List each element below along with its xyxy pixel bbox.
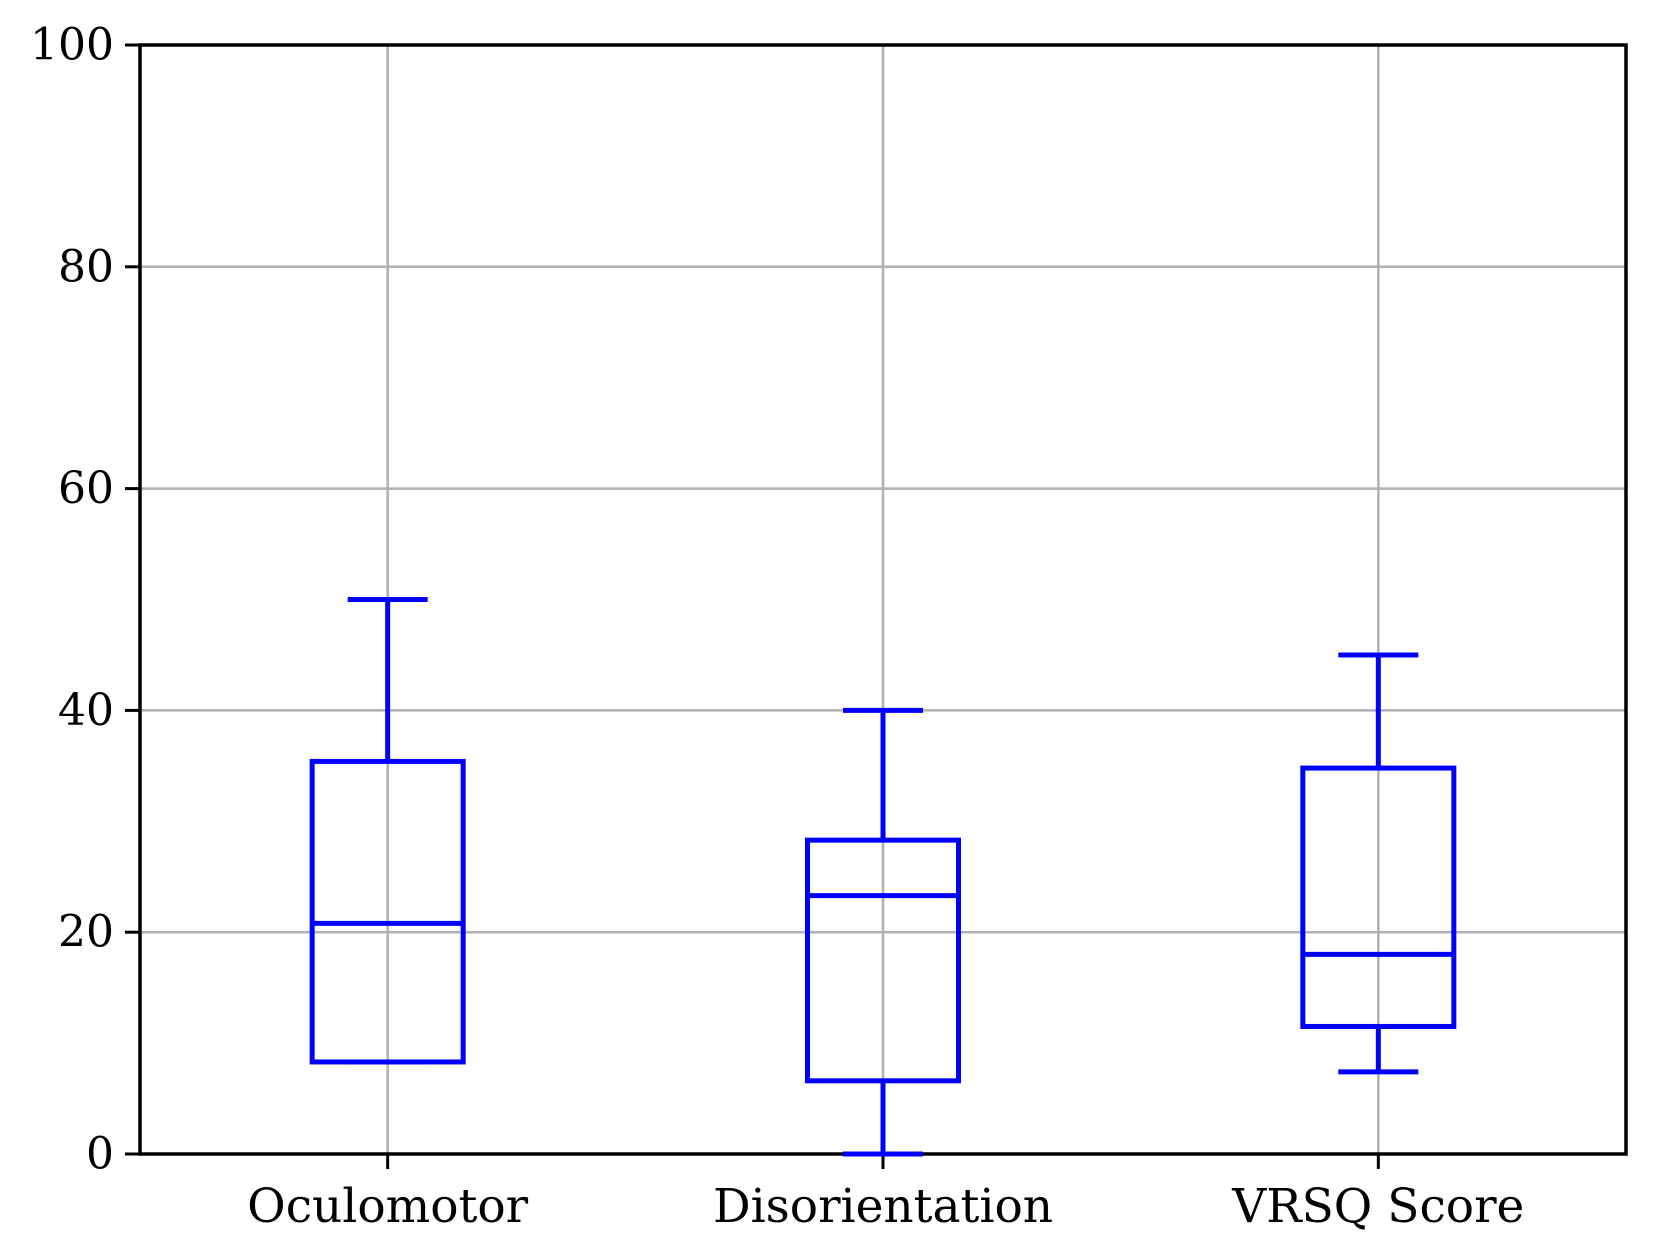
box-vrsq-score [1300,765,1457,1029]
category-label: Oculomotor [247,1179,529,1234]
box-oculomotor [309,758,466,1065]
y-tick-label: 0 [86,1129,114,1180]
y-tick-label: 100 [30,20,114,71]
category-label: Disorientation [713,1179,1053,1234]
y-tick-label: 80 [58,241,114,292]
category-label: VRSQ Score [1231,1179,1524,1234]
y-tick-label: 20 [58,907,114,958]
box-disorientation [805,837,961,1084]
y-tick-label: 60 [58,463,114,514]
y-tick-label: 40 [58,685,114,736]
